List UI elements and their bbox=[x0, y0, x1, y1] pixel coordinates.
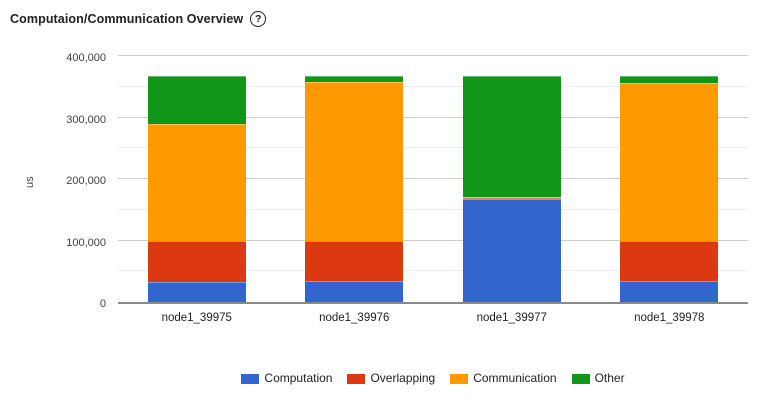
y-tick-label: 100,000 bbox=[66, 236, 106, 249]
y-tick-label: 300,000 bbox=[66, 113, 106, 126]
x-tick-label-node1_39975: node1_39975 bbox=[161, 312, 232, 324]
legend-label: Overlapping bbox=[370, 371, 436, 385]
page-title: Computaion/Communication Overview bbox=[10, 12, 244, 26]
major-gridline bbox=[118, 178, 748, 179]
bar-segment-communication-node1_39975[interactable] bbox=[147, 123, 246, 241]
y-tick-label: 0 bbox=[99, 298, 106, 310]
bar-segment-overlapping-node1_39976[interactable] bbox=[305, 241, 404, 282]
bar-segment-other-node1_39976[interactable] bbox=[305, 76, 404, 83]
legend: Computation Overlapping Communication Other bbox=[118, 372, 748, 385]
legend-label: Other bbox=[594, 371, 625, 385]
major-gridline bbox=[118, 239, 748, 241]
bar-segment-overlapping-node1_39977[interactable] bbox=[462, 197, 561, 199]
legend-item-computation[interactable]: Computation bbox=[241, 372, 332, 385]
legend-swatch-overlapping bbox=[347, 373, 366, 384]
chart-header: Computaion/Communication Overview ? bbox=[10, 11, 267, 27]
bar-segment-other-node1_39977[interactable] bbox=[462, 76, 561, 197]
legend-label: Computation bbox=[264, 371, 333, 385]
y-tick-label: 400,000 bbox=[66, 52, 106, 64]
x-tick-label-node1_39976: node1_39976 bbox=[319, 312, 390, 324]
legend-swatch-computation bbox=[241, 373, 260, 384]
bar-segment-computation-node1_39977[interactable] bbox=[462, 198, 561, 302]
bar-segment-communication-node1_39976[interactable] bbox=[305, 82, 404, 242]
bar-segment-communication-node1_39977[interactable] bbox=[462, 196, 561, 198]
bar-segment-overlapping-node1_39975[interactable] bbox=[147, 240, 246, 282]
bar-segment-computation-node1_39976[interactable] bbox=[305, 281, 404, 302]
plot-area bbox=[118, 55, 748, 304]
legend-item-other[interactable]: Other bbox=[571, 371, 625, 385]
bar-segment-other-node1_39975[interactable] bbox=[147, 76, 246, 124]
legend-swatch-communication bbox=[450, 373, 469, 384]
minor-gridline bbox=[118, 208, 748, 210]
minor-gridline bbox=[118, 270, 748, 272]
major-gridline bbox=[118, 116, 748, 118]
x-tick-label-node1_39978: node1_39978 bbox=[634, 312, 705, 324]
y-tick-label: 200,000 bbox=[66, 175, 106, 187]
legend-item-communication[interactable]: Communication bbox=[450, 371, 557, 385]
minor-gridline bbox=[118, 147, 748, 149]
bar-segment-other-node1_39978[interactable] bbox=[620, 76, 719, 84]
legend-swatch-other bbox=[571, 373, 590, 384]
bar-segment-communication-node1_39978[interactable] bbox=[620, 83, 719, 242]
minor-gridline bbox=[118, 85, 748, 87]
major-gridline bbox=[118, 55, 748, 56]
y-axis-title: us bbox=[24, 176, 36, 188]
legend-label: Communication bbox=[473, 371, 557, 385]
bar-segment-computation-node1_39978[interactable] bbox=[620, 281, 719, 302]
bar-segment-overlapping-node1_39978[interactable] bbox=[620, 241, 719, 282]
legend-item-overlapping[interactable]: Overlapping bbox=[347, 372, 435, 385]
help-icon[interactable]: ? bbox=[250, 11, 267, 27]
x-tick-label-node1_39977: node1_39977 bbox=[476, 312, 547, 324]
bar-segment-computation-node1_39975[interactable] bbox=[147, 281, 246, 302]
